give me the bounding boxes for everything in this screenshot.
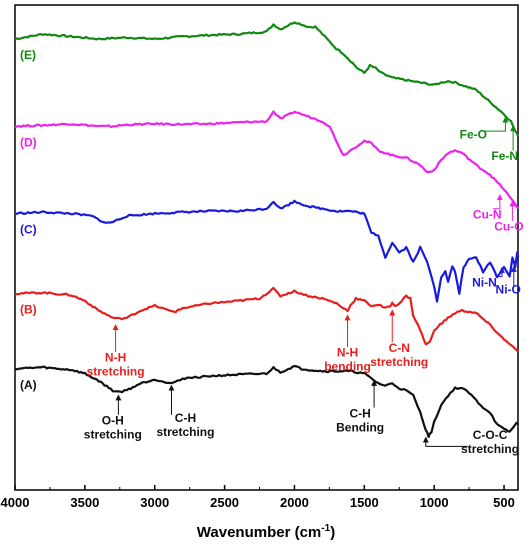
x-tick-label: 1000 bbox=[420, 495, 449, 510]
annotation-label: Ni-O bbox=[496, 283, 521, 297]
annotation-label: C-O-C stretching bbox=[461, 428, 519, 456]
annotation-label: O-H stretching bbox=[84, 414, 142, 442]
annotation-arrow bbox=[495, 266, 505, 278]
annotation-label: C-H Bending bbox=[336, 406, 384, 434]
annotation-arrow bbox=[422, 436, 468, 447]
annotation-label: N-H stretching bbox=[87, 350, 145, 378]
series-group bbox=[14, 21, 520, 439]
series-line bbox=[14, 21, 520, 137]
x-tick-label: 2500 bbox=[210, 495, 239, 510]
series-label: (A) bbox=[20, 378, 37, 392]
x-tick-label: 1500 bbox=[350, 495, 379, 510]
x-tick-label: 500 bbox=[493, 495, 515, 510]
series-line bbox=[14, 286, 519, 353]
x-axis-title: Wavenumber (cm-1) bbox=[197, 523, 335, 541]
series-line bbox=[14, 110, 519, 210]
x-axis-title-main: Wavenumber (cm bbox=[197, 524, 321, 541]
annotation-arrow bbox=[492, 194, 503, 210]
annotation-label: C-H stretching bbox=[156, 411, 214, 439]
annotation-label: Fe-O bbox=[460, 127, 487, 141]
annotation-label: Ni-N bbox=[472, 275, 497, 289]
x-tick-label: 3500 bbox=[70, 495, 99, 510]
x-tick-label: 3000 bbox=[140, 495, 169, 510]
series-label: (C) bbox=[20, 223, 37, 237]
series-labels: (E) (D) (C) (B) (A) bbox=[20, 48, 37, 392]
x-tick-label: 2000 bbox=[280, 495, 309, 510]
series-line bbox=[14, 364, 519, 439]
annotation-label: Cu-N bbox=[473, 207, 502, 221]
annotation-label: Fe-N bbox=[491, 149, 518, 163]
series-label: (B) bbox=[20, 303, 37, 317]
annotation-label: Cu-O bbox=[494, 220, 523, 234]
plot-frame bbox=[14, 4, 519, 491]
x-axis-ticks: 4000 3500 3000 2500 2000 1500 1000 500 bbox=[1, 485, 515, 510]
series-label: (E) bbox=[20, 48, 36, 62]
series-line bbox=[14, 199, 520, 303]
x-tick-label: 4000 bbox=[1, 495, 30, 510]
annotation-arrow bbox=[484, 116, 509, 132]
annotation-label: C-N stretching bbox=[370, 341, 428, 369]
x-axis-title-sup: -1 bbox=[321, 523, 330, 534]
series-label: (D) bbox=[20, 135, 37, 149]
x-axis-title-end: ) bbox=[330, 524, 335, 541]
annotation-label: N-H bending bbox=[324, 346, 371, 374]
